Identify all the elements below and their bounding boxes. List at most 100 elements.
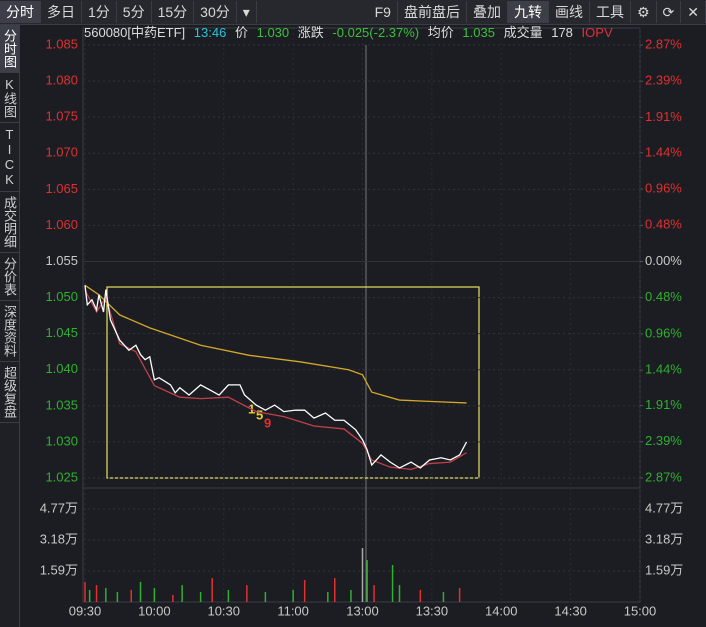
code: 560080[中药ETF]: [84, 25, 186, 40]
volume-bar: [292, 589, 294, 602]
y2-tick-label: 1.44%: [645, 144, 682, 159]
tab[interactable]: 分时: [0, 1, 41, 23]
x-tick-label: 15:00: [624, 603, 657, 618]
x-tick-label: 09:30: [69, 603, 102, 618]
refresh-icon[interactable]: ⟳: [657, 1, 682, 23]
y2-tick-label: 0.48%: [645, 289, 682, 304]
y-tick-label: 1.035: [45, 397, 78, 412]
volume-bar: [181, 585, 183, 602]
y-tick-label: 1.045: [45, 325, 78, 340]
volume-bar: [246, 585, 248, 602]
volume-tick-label: 1.59万: [40, 562, 78, 577]
y-tick-label: 1.050: [45, 289, 78, 304]
button[interactable]: 画线: [549, 1, 590, 23]
volume-bar: [391, 564, 394, 602]
sidebar: 分时图 K线图 TICK 成交明细 分价表 深度资料 超级复盘: [0, 25, 20, 627]
label: 价: [234, 25, 248, 40]
volume-tick-label: 3.18万: [645, 531, 683, 546]
y2-tick-label: 0.00%: [645, 253, 682, 268]
volume-bar: [327, 592, 329, 602]
volume-bar: [350, 589, 352, 602]
volume-bar: [398, 585, 401, 602]
volume-bar: [373, 585, 375, 602]
time: 13:46: [193, 25, 227, 40]
series-line: [84, 290, 467, 471]
y2-tick-label: 2.39%: [645, 73, 682, 88]
toolbar: 分时 多日 1分 5分 15分 30分 ▾ F9 盘前盘后 叠加 九转 画线 工…: [0, 0, 706, 25]
settings-icon[interactable]: ⚙: [631, 1, 657, 23]
tab[interactable]: 30分: [194, 1, 237, 23]
label: 成交量: [503, 25, 543, 40]
button[interactable]: 工具: [590, 1, 631, 23]
volume-bar: [105, 587, 107, 602]
y-tick-label: 1.025: [45, 469, 78, 484]
button[interactable]: F9: [369, 1, 398, 23]
y-tick-label: 1.065: [45, 181, 78, 196]
side-tab[interactable]: 成交明细: [0, 192, 19, 253]
price: 1.030: [256, 25, 290, 40]
series-line: [84, 285, 468, 469]
side-tab[interactable]: 分价表: [0, 253, 19, 301]
volume-bar: [211, 578, 213, 602]
volume-tick-label: 4.77万: [40, 501, 78, 516]
volume: 178: [551, 25, 573, 40]
y-tick-label: 1.085: [45, 36, 78, 51]
annotation: 5: [256, 407, 263, 422]
side-tab[interactable]: 超级复盘: [0, 362, 19, 423]
tab[interactable]: 15分: [152, 1, 195, 23]
volume-tick-label: 3.18万: [40, 531, 78, 546]
close-icon[interactable]: ✕: [681, 1, 706, 23]
avg-price: 1.035: [462, 25, 495, 40]
y-tick-label: 1.030: [45, 433, 78, 448]
y-tick-label: 1.060: [45, 217, 78, 232]
button[interactable]: 九转: [507, 1, 549, 23]
y2-tick-label: 1.91%: [645, 109, 682, 124]
volume-bar: [130, 589, 132, 602]
y2-tick-label: 0.96%: [645, 325, 682, 340]
y-tick-label: 1.080: [45, 73, 78, 88]
y2-tick-label: 2.87%: [645, 36, 682, 51]
y-tick-label: 1.040: [45, 361, 78, 376]
y2-tick-label: 0.96%: [645, 181, 682, 196]
y2-tick-label: 1.44%: [645, 362, 682, 377]
series-line: [84, 284, 467, 404]
y-tick-label: 1.055: [45, 253, 78, 268]
y2-tick-label: 2.39%: [645, 433, 682, 448]
volume-bar: [95, 585, 98, 602]
x-tick-label: 10:30: [207, 603, 240, 618]
volume-bar: [227, 589, 230, 602]
volume-bar: [419, 589, 422, 602]
volume-bar: [84, 581, 86, 602]
label: 涨跌: [297, 25, 324, 40]
side-tab[interactable]: 分时图: [0, 25, 19, 73]
quote-header: 560080[中药ETF] 13:46 价 1.030 涨跌 -0.025(-2…: [84, 24, 618, 42]
volume-bar: [442, 592, 445, 602]
y2-tick-label: 1.91%: [645, 397, 682, 412]
spacer: [257, 1, 369, 23]
y-tick-label: 1.070: [45, 145, 78, 160]
tab[interactable]: 多日: [41, 1, 82, 23]
tab[interactable]: 5分: [117, 1, 152, 23]
x-tick-label: 10:00: [138, 603, 171, 618]
tab[interactable]: 1分: [82, 1, 117, 23]
side-tab[interactable]: TICK: [0, 123, 19, 192]
x-tick-label: 11:00: [277, 603, 309, 618]
y2-tick-label: 2.87%: [645, 469, 682, 484]
side-tab[interactable]: 深度资料: [0, 301, 19, 362]
x-tick-label: 14:30: [554, 603, 587, 618]
volume-bar: [139, 581, 142, 602]
volume-bar: [199, 592, 202, 602]
side-tab[interactable]: K线图: [0, 73, 19, 123]
button[interactable]: 叠加: [467, 1, 508, 23]
volume-bar: [172, 594, 174, 602]
x-tick-label: 13:30: [416, 603, 449, 618]
volume-bar: [116, 592, 119, 602]
volume-tick-label: 4.77万: [645, 501, 683, 516]
volume-bar: [303, 579, 306, 602]
dropdown[interactable]: ▾: [237, 1, 257, 23]
button[interactable]: 盘前盘后: [398, 1, 467, 23]
x-tick-label: 14:00: [485, 603, 518, 618]
y-tick-label: 1.075: [45, 109, 78, 124]
